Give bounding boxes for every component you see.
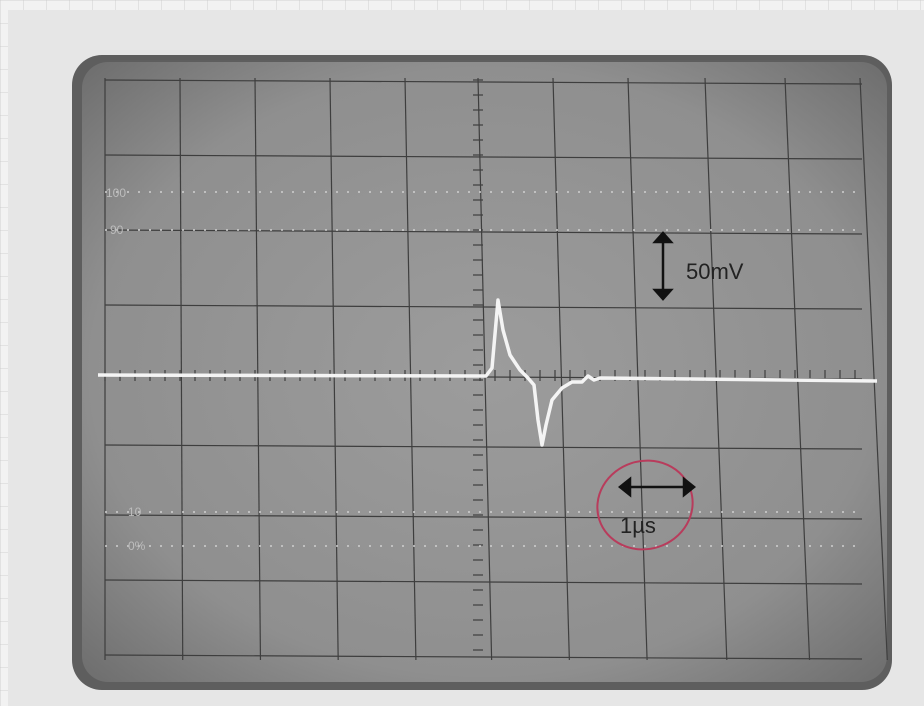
graticule-label: 100 [106, 186, 126, 200]
graticule-label: 0% [128, 539, 146, 553]
voltage-scale: 50mV [686, 259, 744, 284]
oscilloscope-photo: 100 90 10 0% 50mV 1µs [0, 0, 924, 706]
time-scale: 1µs [620, 513, 656, 538]
graticule-label: 10 [128, 505, 142, 519]
graticule-label: 90 [110, 223, 124, 237]
